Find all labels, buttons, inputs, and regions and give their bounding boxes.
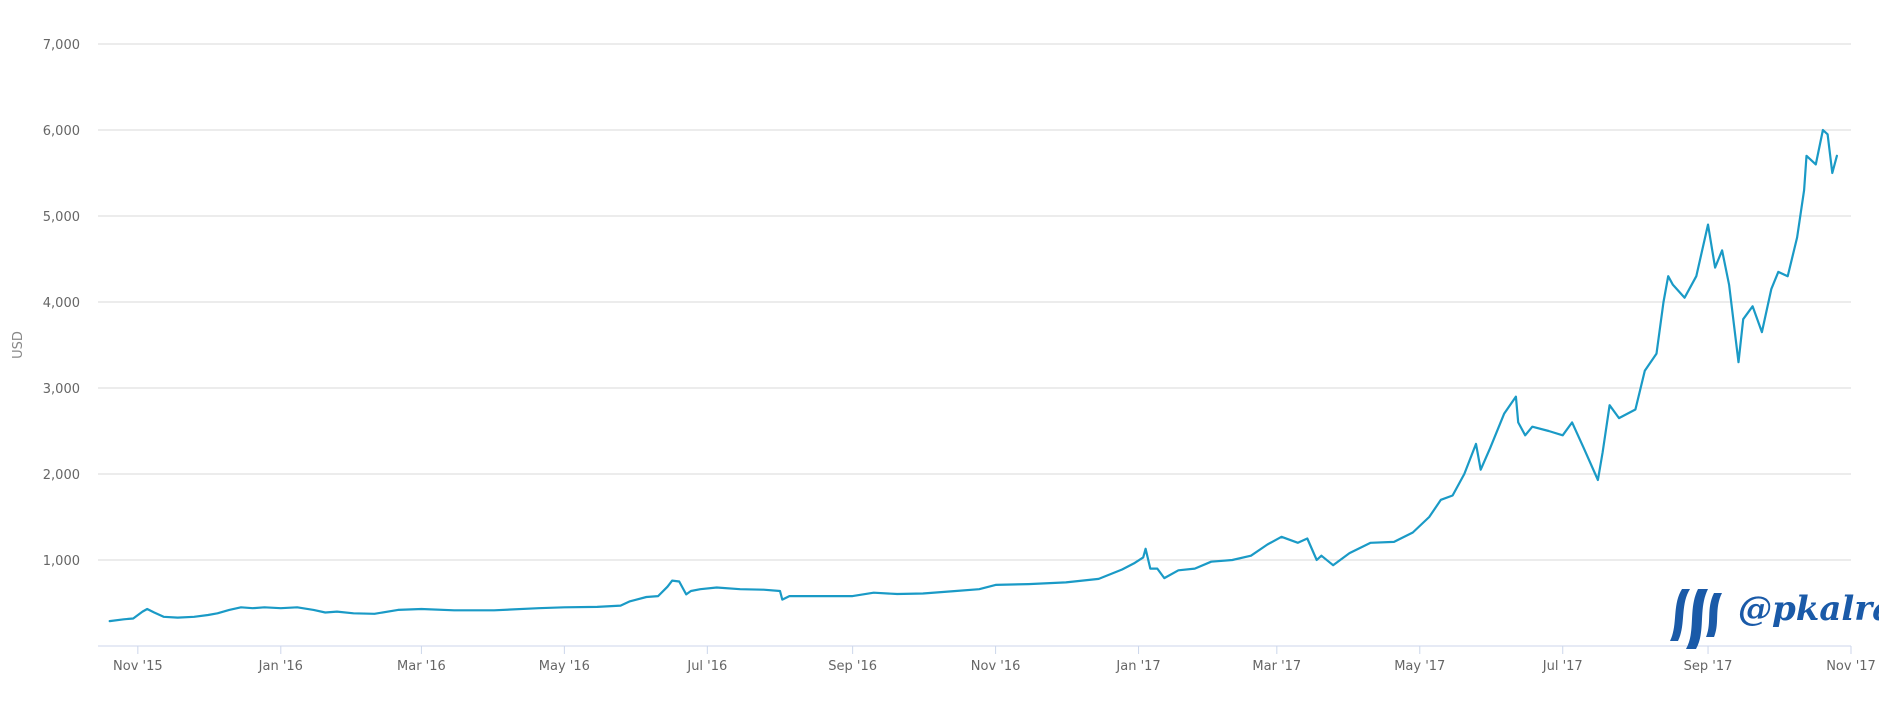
- y-tick-label: 6,000: [43, 124, 80, 139]
- y-axis-tick-labels: 1,000 2,000 3,000 4,000 5,000 6,000 7,000: [43, 38, 80, 569]
- x-tick-label: Jul '17: [1542, 659, 1583, 674]
- y-tick-label: 4,000: [43, 296, 80, 311]
- x-axis-tick-labels: Nov '15 Jan '16 Mar '16 May '16 Jul '16 Sep '…: [113, 659, 1876, 674]
- steemit-logo-icon: [1670, 589, 1722, 649]
- x-tick-label: Jan '17: [1115, 659, 1160, 674]
- x-tick-label: Nov '16: [971, 659, 1021, 674]
- x-tick-label: Sep '17: [1684, 659, 1733, 674]
- x-tick-label: May '17: [1394, 659, 1445, 674]
- x-tick-label: Mar '16: [397, 659, 446, 674]
- y-tick-label: 1,000: [43, 554, 80, 569]
- x-tick-label: Mar '17: [1252, 659, 1301, 674]
- grid-lines: [98, 43, 1851, 561]
- x-tick-label: Nov '17: [1826, 659, 1876, 674]
- series-layer: [108, 128, 1838, 623]
- y-tick-label: 7,000: [43, 38, 80, 53]
- x-tick-label: Jul '16: [686, 659, 727, 674]
- series-line: [108, 128, 1838, 623]
- y-axis-title: USD: [11, 331, 26, 359]
- x-tick-label: Jan '16: [258, 659, 303, 674]
- x-tick-label: Sep '16: [828, 659, 877, 674]
- watermark-text: @pkalra: [1738, 589, 1879, 629]
- y-tick-label: 3,000: [43, 382, 80, 397]
- x-axis: [98, 645, 1852, 654]
- y-tick-label: 2,000: [43, 468, 80, 483]
- watermark: @pkalra: [1670, 589, 1879, 649]
- x-tick-label: May '16: [539, 659, 590, 674]
- x-tick-label: Nov '15: [113, 659, 163, 674]
- y-tick-label: 5,000: [43, 210, 80, 225]
